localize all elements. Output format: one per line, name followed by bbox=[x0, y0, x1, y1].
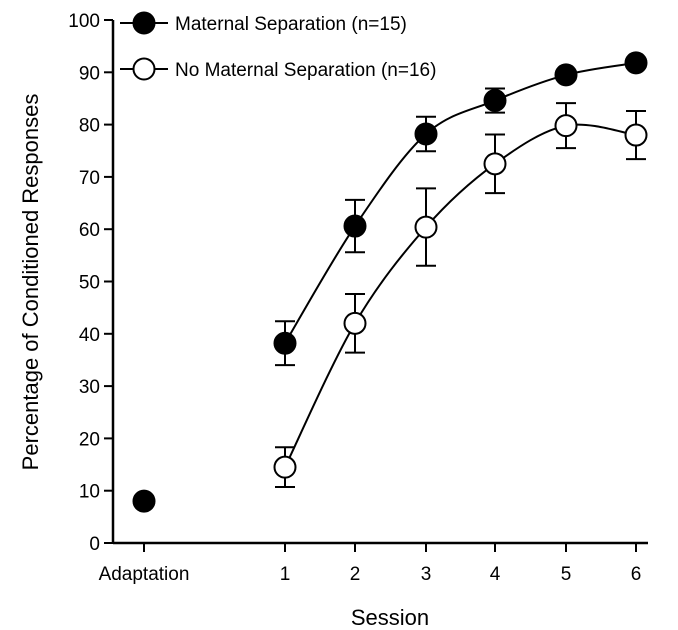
data-point bbox=[554, 114, 578, 138]
data-point bbox=[483, 152, 507, 176]
data-point bbox=[343, 214, 367, 238]
series-line bbox=[284, 123, 637, 468]
x-tick-label: Adaptation bbox=[99, 564, 190, 585]
y-tick-label: 100 bbox=[68, 11, 100, 32]
y-tick-label: 30 bbox=[79, 377, 100, 398]
data-point bbox=[273, 455, 297, 479]
tick-labels: 0 10 20 30 40 50 60 70 80 90 100 Adaptation 1 2 3 4 5 6 bbox=[68, 11, 641, 585]
legend-marker bbox=[132, 11, 156, 35]
legend: Maternal Separation (n=15) No Maternal Se… bbox=[120, 11, 436, 81]
x-tick-label: 4 bbox=[490, 564, 501, 585]
y-tick-label: 20 bbox=[79, 429, 100, 450]
y-tick-label: 60 bbox=[79, 220, 100, 241]
data-point bbox=[554, 63, 578, 87]
x-tick-label: 3 bbox=[421, 564, 432, 585]
x-axis-title: Session bbox=[351, 605, 429, 630]
y-tick-label: 50 bbox=[79, 273, 100, 294]
legend-marker bbox=[132, 57, 156, 81]
series-line bbox=[284, 61, 637, 344]
axes bbox=[104, 19, 648, 552]
x-tick-label: 2 bbox=[350, 564, 361, 585]
series-1 bbox=[132, 51, 648, 513]
data-point bbox=[624, 51, 648, 75]
legend-item-2: No Maternal Separation (n=16) bbox=[120, 57, 436, 81]
x-tick-label: 5 bbox=[561, 564, 572, 585]
x-tick-label: 6 bbox=[631, 564, 642, 585]
y-tick-label: 40 bbox=[79, 325, 100, 346]
data-point bbox=[343, 311, 367, 335]
y-tick-label: 70 bbox=[79, 168, 100, 189]
series-layer bbox=[132, 51, 648, 513]
y-axis-title: Percentage of Conditioned Responses bbox=[18, 94, 43, 471]
y-tick-label: 10 bbox=[79, 482, 100, 503]
legend-item-1: Maternal Separation (n=15) bbox=[120, 11, 407, 35]
legend-label: Maternal Separation (n=15) bbox=[175, 14, 407, 35]
data-point bbox=[273, 331, 297, 355]
legend-label: No Maternal Separation (n=16) bbox=[175, 60, 436, 81]
data-point bbox=[414, 122, 438, 146]
data-point bbox=[483, 89, 507, 113]
data-point bbox=[414, 215, 438, 239]
x-tick-label: 1 bbox=[280, 564, 291, 585]
y-tick-label: 90 bbox=[79, 63, 100, 84]
y-tick-label: 0 bbox=[89, 534, 100, 555]
series-2 bbox=[273, 102, 648, 489]
data-point bbox=[624, 123, 648, 147]
y-tick-label: 80 bbox=[79, 116, 100, 137]
data-point bbox=[132, 489, 156, 513]
